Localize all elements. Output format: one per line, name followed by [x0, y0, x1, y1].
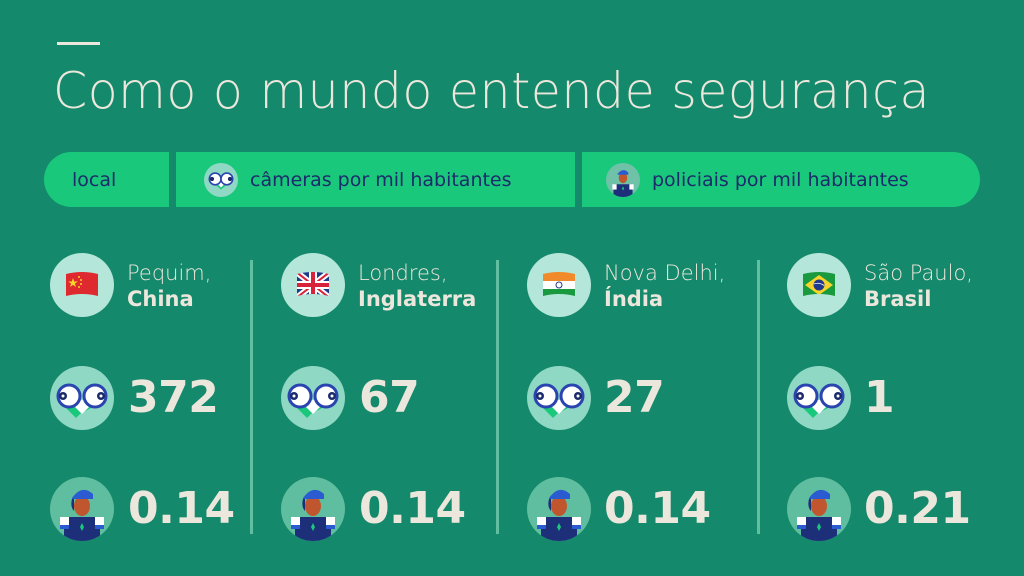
cameras-value: 1 — [864, 372, 895, 423]
city-name: São Paulo, — [864, 261, 973, 285]
camera-eyes-icon — [204, 162, 238, 197]
cameras-value: 27 — [604, 372, 665, 423]
police-officer-icon — [787, 477, 851, 541]
cameras-value: 372 — [128, 372, 219, 423]
camera-eyes-icon — [50, 366, 114, 430]
city-label: Nova Delhi, Índia — [604, 260, 725, 312]
legend-local: local — [44, 152, 169, 207]
cameras-value: 67 — [359, 372, 420, 423]
flag-uk-icon — [281, 253, 345, 317]
police-value: 0.21 — [864, 483, 971, 534]
legend-police: policiais por mil habitantes — [582, 152, 980, 207]
city-name: Nova Delhi, — [604, 261, 726, 285]
city-name: Pequim, — [127, 261, 212, 285]
police-value: 0.14 — [128, 483, 235, 534]
country-name: China — [127, 287, 194, 311]
police-officer-icon — [527, 477, 591, 541]
flag-brazil-icon — [787, 253, 851, 317]
police-officer-icon — [281, 477, 345, 541]
country-name: Inglaterra — [358, 287, 477, 311]
police-value: 0.14 — [604, 483, 711, 534]
column-divider — [250, 260, 253, 534]
page-title: Como o mundo entende segurança — [53, 62, 931, 120]
flag-china-icon — [50, 253, 114, 317]
city-label: São Paulo, Brasil — [864, 260, 973, 312]
column-divider — [757, 260, 760, 534]
city-name: Londres, — [358, 261, 448, 285]
legend-cameras: câmeras por mil habitantes — [176, 152, 575, 207]
legend-cameras-label: câmeras por mil habitantes — [250, 168, 512, 191]
country-name: Índia — [604, 287, 664, 311]
flag-india-icon — [527, 253, 591, 317]
camera-eyes-icon — [281, 366, 345, 430]
legend-local-label: local — [72, 168, 117, 191]
camera-eyes-icon — [527, 366, 591, 430]
title-accent-line — [57, 42, 100, 45]
camera-eyes-icon — [787, 366, 851, 430]
column-divider — [496, 260, 499, 534]
police-officer-icon — [50, 477, 114, 541]
police-value: 0.14 — [359, 483, 466, 534]
city-label: Pequim, China — [127, 260, 211, 312]
city-label: Londres, Inglaterra — [358, 260, 476, 312]
country-name: Brasil — [864, 287, 932, 311]
legend-police-label: policiais por mil habitantes — [652, 168, 909, 191]
police-officer-icon — [606, 162, 640, 197]
